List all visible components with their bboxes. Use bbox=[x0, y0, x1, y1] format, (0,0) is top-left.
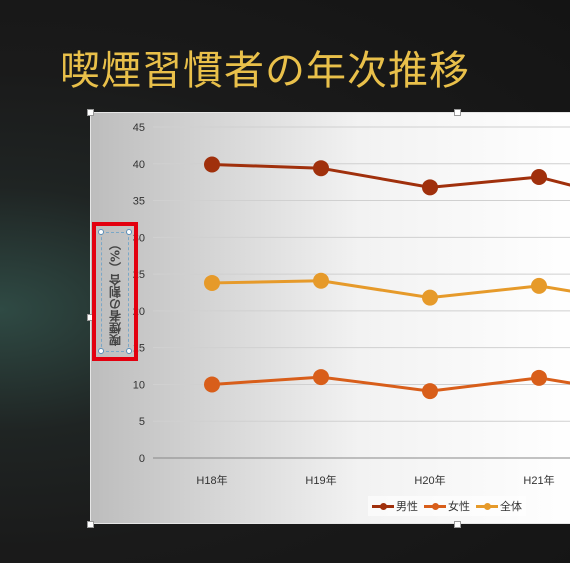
series-line bbox=[211, 375, 540, 393]
slide-title: 喫煙習慣者の年次推移 bbox=[60, 48, 470, 94]
data-point bbox=[422, 383, 438, 400]
legend-swatch-male bbox=[372, 502, 394, 510]
chart-legend[interactable]: 男性 女性 全体 bbox=[368, 496, 526, 516]
legend-swatch-female bbox=[424, 502, 446, 510]
legend-label: 男性 bbox=[396, 500, 418, 513]
resize-handle-bottom-left[interactable] bbox=[87, 521, 94, 528]
data-point bbox=[422, 179, 438, 196]
resize-handle-top-left[interactable] bbox=[87, 109, 94, 116]
data-point bbox=[313, 160, 329, 177]
x-tick-label: H19年 bbox=[305, 473, 336, 487]
legend-item-total: 全体 bbox=[476, 498, 522, 514]
x-tick-label: H21年 bbox=[523, 473, 554, 487]
data-point bbox=[531, 169, 547, 186]
y-tick-label: 10 bbox=[133, 379, 145, 391]
legend-swatch-total bbox=[476, 502, 498, 510]
x-tick-label: H20年 bbox=[414, 473, 445, 487]
x-tick-label: H18年 bbox=[196, 473, 227, 487]
y-tick-label: 35 bbox=[133, 196, 145, 208]
data-point bbox=[204, 274, 220, 291]
legend-item-male: 男性 bbox=[372, 498, 418, 514]
series-line-continuation bbox=[538, 376, 570, 385]
chart-area[interactable]: 0 5 10 15 20 25 30 35 40 45 H18年 H19年 H20年 H21年 bbox=[90, 112, 570, 524]
selection-handle-tl[interactable] bbox=[98, 229, 104, 235]
resize-handle-bottom-mid[interactable] bbox=[454, 521, 461, 528]
y-tick-label: 40 bbox=[133, 159, 145, 171]
resize-handle-top-mid[interactable] bbox=[454, 109, 461, 116]
y-tick-label: 5 bbox=[139, 416, 145, 428]
selection-handle-br[interactable] bbox=[126, 348, 132, 354]
legend-label: 女性 bbox=[448, 500, 470, 513]
data-point bbox=[313, 369, 329, 386]
data-point bbox=[422, 289, 438, 306]
selection-handle-tr[interactable] bbox=[126, 229, 132, 235]
data-point bbox=[204, 156, 220, 173]
data-point bbox=[531, 277, 547, 294]
series-line bbox=[211, 163, 540, 189]
data-point bbox=[313, 272, 329, 289]
data-point bbox=[204, 376, 220, 393]
data-point bbox=[531, 369, 547, 386]
legend-label: 全体 bbox=[500, 500, 522, 513]
legend-item-female: 女性 bbox=[424, 498, 470, 514]
y-tick-label: 45 bbox=[133, 122, 145, 134]
y-tick-label: 0 bbox=[139, 453, 145, 465]
series-line-continuation bbox=[538, 284, 570, 293]
selection-handle-bl[interactable] bbox=[98, 348, 104, 354]
y-axis-title[interactable]: 喫煙者の割合（%） bbox=[108, 237, 123, 347]
highlight-box bbox=[92, 222, 138, 361]
series-line-continuation bbox=[538, 175, 570, 187]
y-axis-title-selection[interactable] bbox=[101, 232, 129, 352]
series-line bbox=[211, 279, 540, 300]
